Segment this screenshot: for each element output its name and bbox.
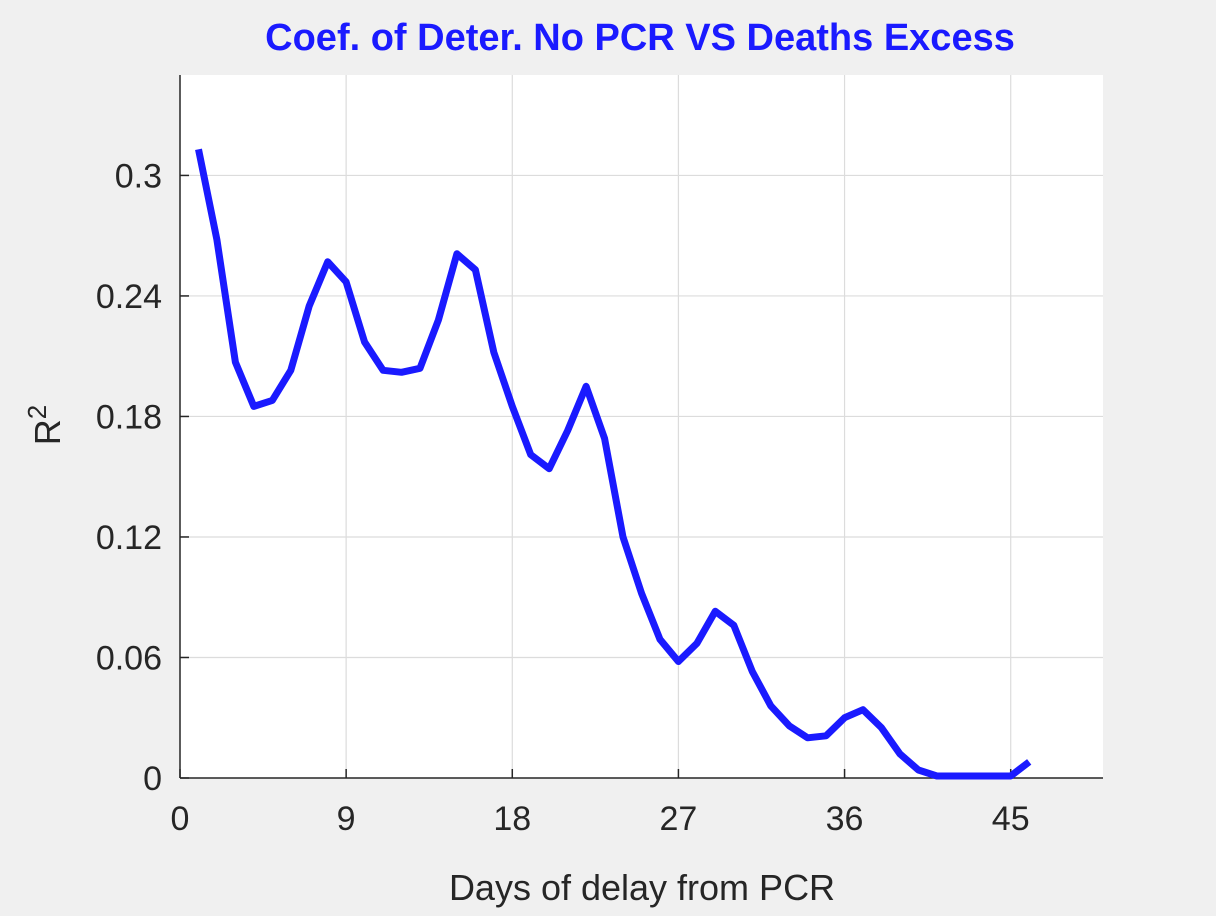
plot-area [180,75,1103,778]
y-axis-label-superscript: 2 [22,405,52,419]
chart-title: Coef. of Deter. No PCR VS Deaths Excess [265,17,1015,59]
y-tick-label: 0.12 [96,519,162,557]
y-tick-label: 0.06 [96,639,162,677]
x-axis-label: Days of delay from PCR [449,867,835,908]
x-tick-label: 18 [493,800,531,838]
y-tick-label: 0 [143,760,162,798]
x-tick-label: 27 [660,800,698,838]
grid [180,75,1103,778]
tick-labels: 0 9 18 27 36 45 0 0.06 0.12 0.18 0.24 0.3 [96,157,1030,838]
x-tick-label: 45 [992,800,1030,838]
y-tick-label: 0.18 [96,398,162,436]
x-tick-label: 9 [337,800,356,838]
y-axis-label-base: R [27,419,68,445]
x-tick-label: 36 [826,800,864,838]
x-tick-label: 0 [171,800,190,838]
series-line [195,148,1032,780]
y-tick-label: 0.24 [96,278,162,316]
y-axis-label: R2 [22,405,68,445]
y-tick-label: 0.3 [115,157,162,195]
series-group [195,148,1032,780]
